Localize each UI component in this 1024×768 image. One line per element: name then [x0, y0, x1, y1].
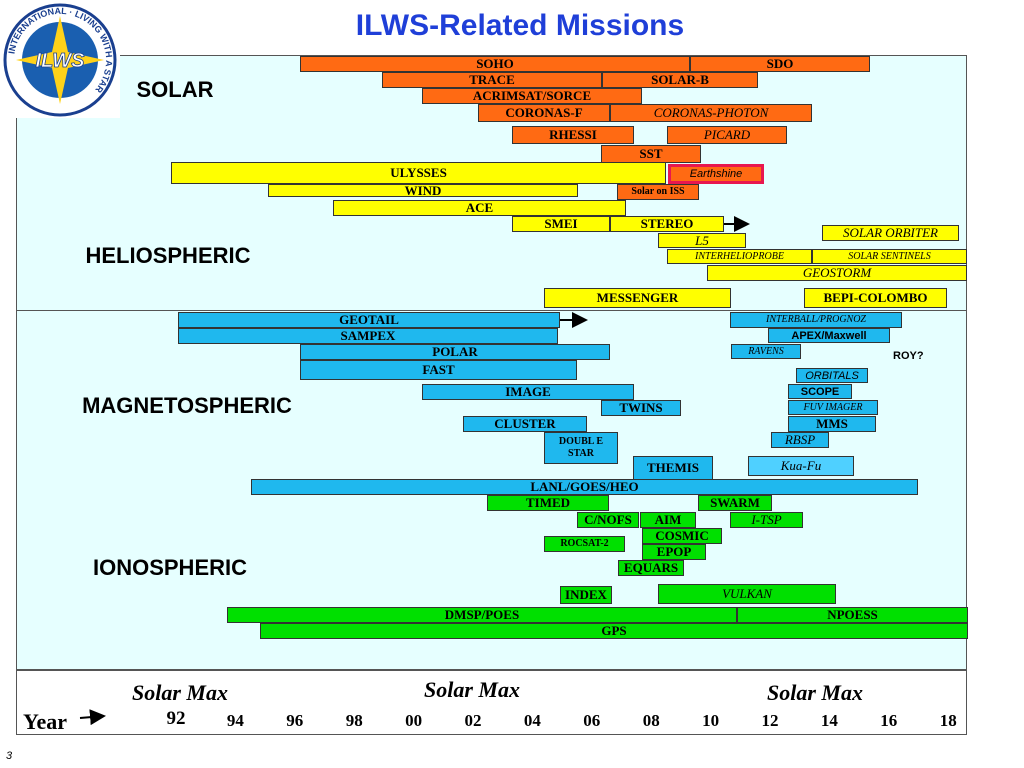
- mission-bar: EQUARS: [618, 560, 684, 576]
- section-label: HELIOSPHERIC: [85, 243, 251, 268]
- mission-bar: SAMPEX: [178, 328, 558, 344]
- mission-bar: TRACE: [382, 72, 602, 88]
- mission-bar: GEOTAIL: [178, 312, 560, 328]
- section-label: SOLAR: [136, 77, 214, 102]
- mission-bar: SOLAR ORBITER: [822, 225, 959, 241]
- mission-bar: PICARD: [667, 126, 787, 144]
- mission-bar: ORBITALS: [796, 368, 868, 383]
- mission-bar: CORONAS-F: [478, 104, 610, 122]
- mission-bar: RAVENS: [731, 344, 801, 359]
- mission-bar: ACE: [333, 200, 626, 216]
- mission-bar: AIM: [640, 512, 696, 528]
- mission-bar: INTERHELIOPROBE: [667, 249, 812, 264]
- mission-bar: SOLAR SENTINELS: [812, 249, 967, 264]
- title: ILWS-Related Missions: [355, 9, 685, 42]
- mission-bar: SOLAR-B: [602, 72, 758, 88]
- mission-bar: SMEI: [512, 216, 610, 232]
- mission-bar: Kua-Fu: [748, 456, 854, 476]
- mission-bar: TWINS: [601, 400, 681, 416]
- solar-max-label: Solar Max: [424, 677, 520, 702]
- mission-bar: VULKAN: [658, 584, 836, 604]
- mission-bar: DOUBL E STAR: [544, 432, 618, 464]
- mission-bar: TIMED: [487, 495, 609, 511]
- year-label: 98: [345, 711, 363, 730]
- mission-bar: FUV IMAGER: [788, 400, 878, 415]
- axis-label: Year: [23, 709, 67, 734]
- mission-bar: SST: [601, 145, 701, 163]
- mission-bar: MMS: [788, 416, 876, 432]
- year-label: 00: [405, 711, 423, 730]
- mission-bar: SCOPE: [788, 384, 852, 399]
- mission-bar: GPS: [260, 623, 968, 639]
- mission-bar: CORONAS-PHOTON: [610, 104, 812, 122]
- mission-bar: COSMIC: [642, 528, 722, 544]
- year-label: 92: [166, 708, 186, 729]
- page-number: 3: [6, 750, 13, 762]
- mission-bar: L5: [658, 233, 746, 248]
- year-label: 96: [286, 711, 304, 730]
- mission-bar: NPOESS: [737, 607, 968, 623]
- section-label: MAGNETOSPHERIC: [82, 393, 292, 418]
- mission-bar: POLAR: [300, 344, 610, 360]
- arrow: [79, 709, 106, 726]
- year-label: 14: [820, 711, 838, 730]
- mission-bar: I-TSP: [730, 512, 803, 528]
- year-label: 08: [642, 711, 660, 730]
- logo-star: [16, 16, 104, 104]
- solar-max-label: Solar Max: [767, 680, 863, 705]
- mission-bar: ULYSSES: [171, 162, 666, 184]
- mission-bar: STEREO: [610, 216, 724, 232]
- year-label: 02: [464, 711, 482, 730]
- mission-bar: IMAGE: [422, 384, 634, 400]
- year-label: 06: [583, 711, 601, 730]
- year-label: 18: [939, 711, 957, 730]
- mission-bar: FAST: [300, 360, 577, 380]
- mission-bar: Solar on ISS: [617, 184, 699, 200]
- year-label: 12: [761, 711, 779, 730]
- mission-bar: BEPI-COLOMBO: [804, 288, 947, 308]
- note: ROY?: [893, 350, 924, 362]
- year-label: 16: [880, 711, 898, 730]
- mission-bar: SOHO: [300, 56, 690, 72]
- mission-bar: RBSP: [771, 432, 829, 448]
- section-label: IONOSPHERIC: [92, 555, 248, 580]
- year-label: 94: [226, 711, 244, 730]
- mission-bar: INTERBALL/PROGNOZ: [730, 312, 902, 328]
- mission-bar: CLUSTER: [463, 416, 587, 432]
- mission-bar: THEMIS: [633, 456, 713, 480]
- mission-bar: RHESSI: [512, 126, 634, 144]
- mission-bar: APEX/Maxwell: [768, 328, 890, 343]
- logo-center: ILWS: [36, 50, 86, 72]
- mission-bar: SDO: [690, 56, 870, 72]
- mission-bar: ACRIMSAT/SORCE: [422, 88, 642, 104]
- mission-bar: DMSP/POES: [227, 607, 737, 623]
- mission-bar: Earthshine: [668, 164, 764, 184]
- year-label: 10: [702, 711, 720, 730]
- year-label: 04: [523, 711, 541, 730]
- divider: [16, 310, 967, 311]
- mission-bar: WIND: [268, 184, 578, 197]
- mission-bar: SWARM: [698, 495, 772, 511]
- year-band: [16, 670, 967, 735]
- mission-bar: GEOSTORM: [707, 265, 967, 281]
- mission-bar: ROCSAT-2: [544, 536, 625, 552]
- mission-bar: LANL/GOES/HEO: [251, 479, 918, 495]
- solar-max-label: Solar Max: [132, 680, 228, 705]
- logo: INTERNATIONAL · LIVING WITH A STAR ILWS: [3, 3, 117, 117]
- mission-bar: MESSENGER: [544, 288, 731, 308]
- mission-bar: EPOP: [642, 544, 706, 560]
- mission-bar: C/NOFS: [577, 512, 639, 528]
- mission-bar: INDEX: [560, 586, 612, 604]
